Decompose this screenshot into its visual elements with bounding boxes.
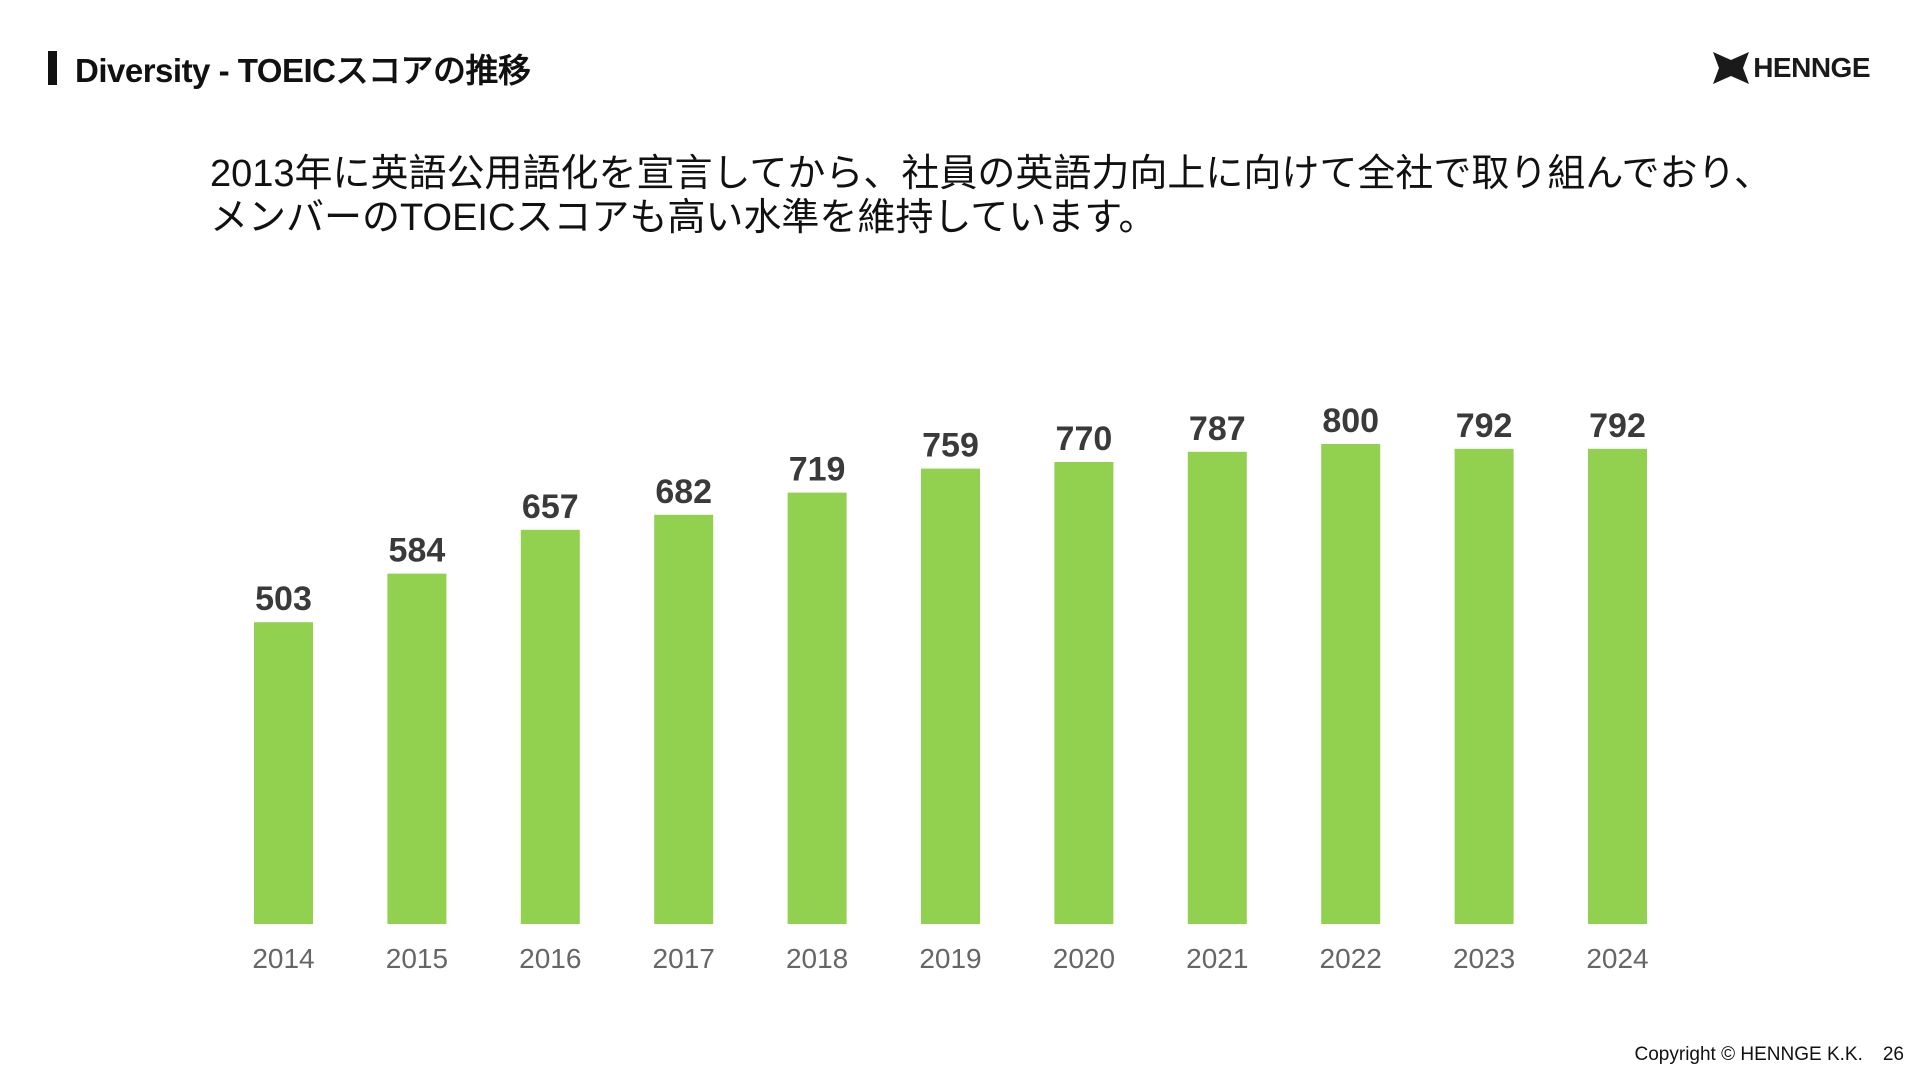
data-label-2020: 770 <box>1056 420 1113 458</box>
bar-2014 <box>254 622 313 924</box>
title-text: Diversity - TOEICスコアの推移 <box>75 52 531 89</box>
slide-footer: Copyright © HENNGE K.K. 26 <box>1635 1044 1904 1066</box>
lead-line-2: メンバーのTOEICスコアも高い水準を維持しています。 <box>210 197 1157 239</box>
bar-2022 <box>1321 444 1381 924</box>
data-label-2019: 759 <box>922 427 979 465</box>
x-tick-label-2019: 2019 <box>919 943 981 974</box>
bar-2021 <box>1187 451 1247 924</box>
bar-2015 <box>387 573 447 924</box>
title-accent-bar <box>48 51 57 85</box>
logo-mark-icon <box>1713 52 1750 84</box>
data-label-2016: 657 <box>522 488 579 526</box>
data-label-2023: 792 <box>1456 407 1513 445</box>
copyright-text: Copyright © HENNGE K.K. <box>1634 1044 1863 1065</box>
bar-2019 <box>921 468 980 924</box>
x-tick-label-2015: 2015 <box>386 943 448 974</box>
data-label-2022: 800 <box>1322 402 1379 440</box>
x-tick-label-2021: 2021 <box>1186 943 1248 974</box>
page-number: 26 <box>1882 1044 1904 1065</box>
data-label-2021: 787 <box>1189 410 1246 448</box>
bar-2020 <box>1054 462 1114 924</box>
data-label-2018: 719 <box>789 451 846 489</box>
data-label-2024: 792 <box>1589 407 1646 445</box>
x-tick-label-2020: 2020 <box>1053 943 1115 974</box>
bar-2024 <box>1588 448 1647 924</box>
x-tick-label-2022: 2022 <box>1320 943 1382 974</box>
bar-2018 <box>787 492 847 924</box>
brand-logo: HENNGE <box>1713 48 1870 88</box>
bar-2017 <box>654 514 714 924</box>
x-tick-label-2018: 2018 <box>786 943 848 974</box>
x-tick-label-2016: 2016 <box>519 943 581 974</box>
bar-2023 <box>1454 448 1514 924</box>
lead-line-1: 2013年に英語公用語化を宣言してから、社員の英語力向上に向けて全社で取り組んで… <box>210 153 1772 195</box>
x-tick-label-2017: 2017 <box>653 943 715 974</box>
x-tick-label-2024: 2024 <box>1586 943 1648 974</box>
data-label-2017: 682 <box>655 473 712 511</box>
x-tick-label-2014: 2014 <box>252 943 314 974</box>
logo-text: HENNGE <box>1753 52 1870 83</box>
x-tick-label-2023: 2023 <box>1453 943 1515 974</box>
lead-text: 2013年に英語公用語化を宣言してから、社員の英語力向上に向けて全社で取り組んで… <box>210 152 1772 240</box>
data-label-2015: 584 <box>389 532 446 570</box>
bar-2016 <box>520 529 580 924</box>
slide-title: Diversity - TOEICスコアの推移 <box>48 48 531 89</box>
data-label-2014: 503 <box>255 580 312 618</box>
